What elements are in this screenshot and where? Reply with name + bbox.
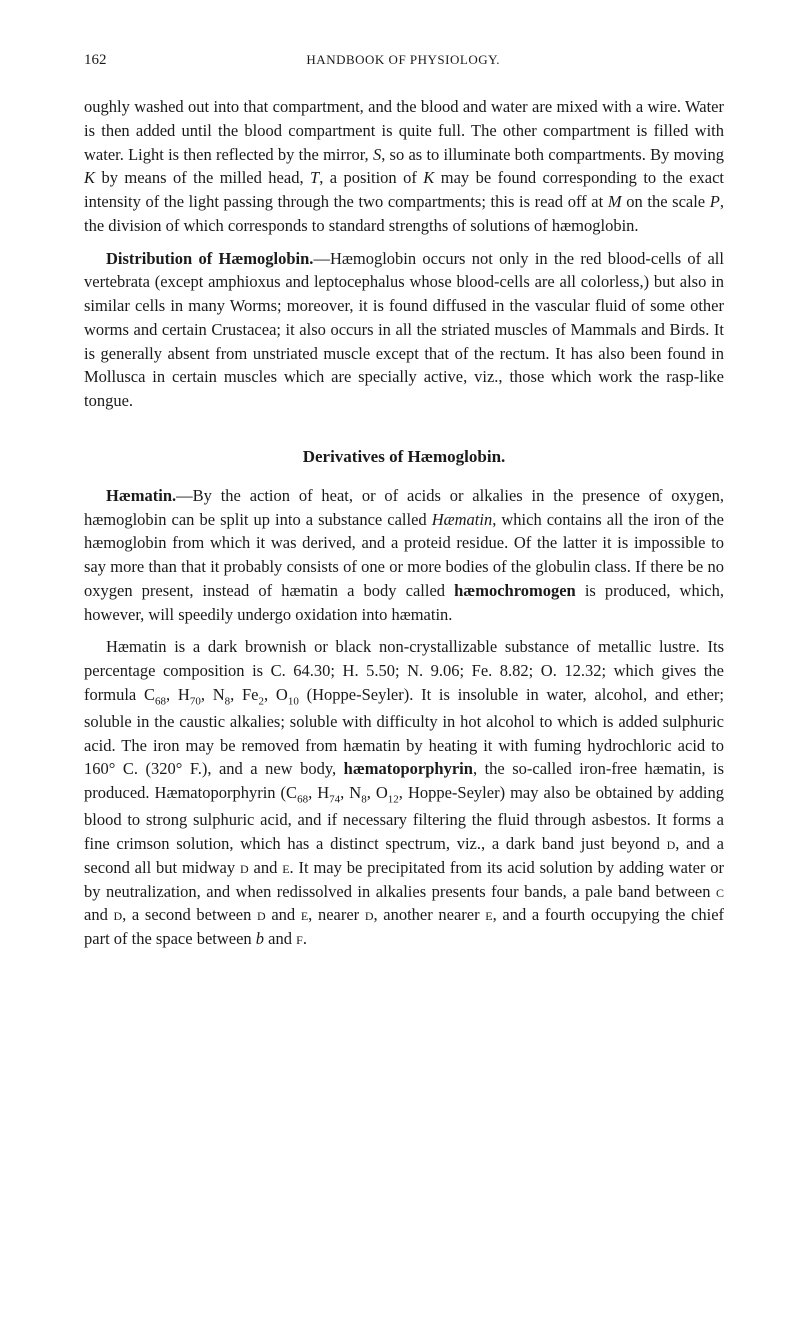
document-page: 162 HANDBOOK OF PHYSIOLOGY. oughly washe…	[0, 0, 800, 1012]
text-italic: M	[608, 192, 622, 211]
paragraph-4: Hæmatin is a dark brownish or black non-…	[84, 635, 724, 951]
text: and	[264, 929, 296, 948]
text-smallcaps: e	[485, 905, 492, 924]
text: , O	[264, 685, 288, 704]
text: , N	[201, 685, 225, 704]
text-smallcaps: d	[365, 905, 374, 924]
text-italic: P	[710, 192, 720, 211]
text-italic: b	[256, 929, 264, 948]
subscript: 68	[155, 695, 166, 707]
page-number: 162	[84, 52, 107, 69]
text-smallcaps: e	[282, 858, 289, 877]
text-smallcaps: d	[257, 905, 266, 924]
header-spacer	[700, 52, 724, 69]
text: , a second between	[122, 905, 257, 924]
subscript: 74	[329, 793, 340, 805]
text: , Fe	[230, 685, 258, 704]
text-italic: Hæmatin	[432, 510, 493, 529]
text-italic: K	[423, 168, 434, 187]
term-bold: Distribution of Hæmoglobin.	[106, 249, 313, 268]
text-italic: K	[84, 168, 95, 187]
text: , H	[308, 783, 329, 802]
paragraph-3: Hæmatin.—By the action of heat, or of ac…	[84, 484, 724, 627]
subscript: 70	[190, 695, 201, 707]
section-heading: Derivatives of Hæmoglobin.	[84, 447, 724, 467]
term-bold: hæmochromogen	[454, 581, 576, 600]
text: , another nearer	[374, 905, 486, 924]
running-title: HANDBOOK OF PHYSIOLOGY.	[306, 52, 500, 69]
text: on the scale	[622, 192, 710, 211]
text-smallcaps: d	[113, 905, 122, 924]
term-bold: Hæmatin.	[106, 486, 176, 505]
text: , H	[166, 685, 190, 704]
text: , so as to illuminate both compartments.…	[381, 145, 724, 164]
paragraph-1: oughly washed out into that compartment,…	[84, 95, 724, 238]
subscript: 10	[288, 695, 299, 707]
text: and	[266, 905, 301, 924]
text: , N	[340, 783, 361, 802]
text: and	[249, 858, 283, 877]
text: .	[303, 929, 307, 948]
text-italic: T	[310, 168, 319, 187]
text: , a position of	[319, 168, 423, 187]
text-smallcaps: c	[716, 882, 724, 901]
text: , nearer	[308, 905, 365, 924]
text-italic: S	[373, 145, 381, 164]
term-bold: hæmatoporphyrin	[344, 759, 473, 778]
subscript: 12	[388, 793, 399, 805]
page-header: 162 HANDBOOK OF PHYSIOLOGY.	[84, 52, 724, 69]
text: , O	[367, 783, 388, 802]
text-smallcaps: f	[296, 929, 303, 948]
text: by means of the milled head,	[95, 168, 310, 187]
text: —Hæmoglobin occurs not only in the red b…	[84, 249, 724, 411]
text-smallcaps: d	[240, 858, 249, 877]
spacing	[84, 422, 724, 428]
text: and	[84, 905, 113, 924]
subscript: 68	[297, 793, 308, 805]
text-smallcaps: d	[667, 834, 676, 853]
paragraph-2: Distribution of Hæmoglobin.—Hæmoglobin o…	[84, 247, 724, 413]
